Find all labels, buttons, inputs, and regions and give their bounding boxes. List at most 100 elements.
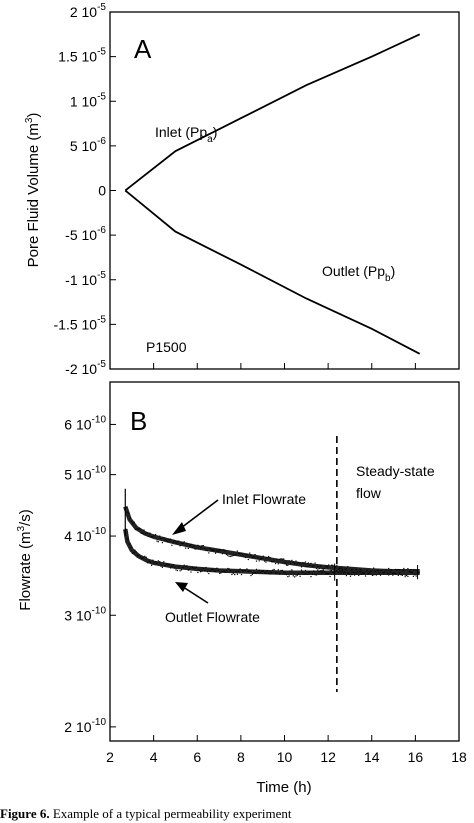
- panel-a-ytick-label: -1.5 10-5: [54, 314, 107, 332]
- panel-b-ytick-label: 3 10-10: [64, 605, 106, 623]
- flowrate-point: [352, 571, 354, 573]
- flowrate-point: [408, 570, 410, 573]
- flowrate-point: [129, 517, 131, 519]
- flowrate-point: [275, 563, 277, 565]
- flowrate-point: [318, 571, 320, 573]
- flowrate-point: [355, 572, 357, 574]
- flowrate-point: [283, 558, 285, 560]
- flowrate-point: [139, 556, 141, 558]
- flowrate-point: [145, 556, 147, 558]
- flowrate-point: [215, 552, 217, 554]
- flowrate-band: [123, 505, 420, 574]
- flowrate-point: [179, 545, 181, 547]
- flowrate-point: [255, 560, 258, 562]
- flowrate-point: [183, 564, 185, 566]
- flowrate-point: [209, 570, 211, 572]
- flowrate-point: [239, 568, 241, 570]
- flowrate-point: [254, 572, 256, 574]
- flowrate-point: [197, 571, 199, 574]
- flowrate-point: [167, 564, 169, 566]
- panel-a-ytick-label: -2 10-5: [65, 359, 106, 377]
- panel-a-ticks: 2 10-5 1.5 10-5 1 10-5 5 10-6 0 -5 10-6 -1 10-…: [54, 2, 416, 377]
- flowrate-point: [221, 570, 223, 572]
- flowrate-point: [304, 561, 307, 563]
- flowrate-point: [185, 565, 187, 567]
- flowrate-point: [165, 563, 168, 565]
- flowrate-point: [161, 542, 163, 544]
- flowrate-point: [410, 569, 412, 571]
- flowrate-point: [190, 571, 192, 573]
- flowrate-point: [160, 538, 162, 540]
- flowrate-point: [137, 528, 139, 530]
- flowrate-point: [231, 555, 233, 557]
- flowrate-point: [334, 566, 337, 568]
- flowrate-point: [180, 569, 183, 571]
- flowrate-point: [306, 565, 308, 568]
- flowrate-point: [152, 559, 154, 561]
- flowrate-point: [125, 528, 127, 530]
- flowrate-point: [309, 571, 311, 573]
- flowrate-point: [176, 569, 178, 572]
- flowrate-point: [210, 568, 213, 570]
- flowrate-point: [255, 568, 258, 570]
- flowrate-point: [230, 555, 232, 557]
- flowrate-point: [351, 569, 353, 571]
- flowrate-point: [358, 574, 360, 576]
- flowrate-point: [139, 528, 141, 530]
- flowrate-point: [258, 560, 260, 562]
- flowrate-point: [299, 575, 301, 577]
- flowrate-point: [366, 570, 368, 572]
- flowrate-point: [141, 557, 143, 559]
- panel-a-frame: [109, 11, 460, 370]
- flowrate-point: [242, 570, 244, 572]
- flowrate-point: [245, 556, 247, 559]
- flowrate-point: [206, 549, 208, 552]
- flowrate-point: [170, 567, 172, 569]
- flowrate-point: [213, 570, 215, 572]
- flowrate-point: [251, 573, 253, 575]
- flowrate-point: [189, 545, 191, 547]
- flowrate-point: [396, 569, 398, 571]
- flowrate-point: [341, 570, 343, 572]
- flowrate-point: [284, 562, 286, 564]
- flowrate-point: [292, 561, 294, 563]
- flowrate-point: [325, 572, 327, 574]
- flowrate-point: [311, 573, 313, 575]
- flowrate-point: [399, 572, 401, 574]
- flowrate-point: [377, 570, 379, 572]
- flowrate-point: [382, 572, 384, 574]
- flowrate-point: [178, 540, 180, 542]
- flowrate-point: [345, 575, 347, 577]
- flowrate-point: [341, 568, 343, 570]
- flowrate-point: [298, 562, 300, 564]
- flowrate-point: [239, 553, 241, 555]
- flowrate-point: [336, 570, 338, 572]
- flowrate-point: [168, 563, 170, 565]
- flowrate-point: [151, 564, 153, 566]
- panel-a-ytick-label: 0: [98, 183, 106, 199]
- flowrate-point: [147, 562, 149, 564]
- flowrate-point: [287, 576, 289, 578]
- flowrate-point: [324, 567, 326, 570]
- flowrate-point: [340, 567, 342, 569]
- flowrate-point: [330, 569, 333, 572]
- flowrate-point: [197, 544, 199, 546]
- flowrate-point: [310, 562, 312, 564]
- flowrate-point: [236, 550, 238, 552]
- flowrate-point: [374, 570, 376, 572]
- steady-state-label-2: flow: [356, 485, 382, 501]
- flowrate-point: [288, 560, 290, 562]
- flowrate-point: [407, 575, 409, 577]
- flowrate-point: [319, 565, 322, 567]
- flowrate-point: [407, 568, 409, 570]
- flowrate-point: [291, 559, 293, 561]
- flowrate-point: [165, 540, 168, 542]
- flowrate-point: [246, 568, 248, 570]
- flowrate-point: [328, 564, 330, 566]
- flowrate-point: [281, 569, 283, 571]
- flowrate-point: [147, 535, 149, 537]
- inlet-label: Inlet (Ppa): [155, 124, 217, 145]
- flowrate-point: [379, 574, 382, 576]
- flowrate-point: [262, 570, 264, 572]
- flowrate-point: [204, 547, 206, 549]
